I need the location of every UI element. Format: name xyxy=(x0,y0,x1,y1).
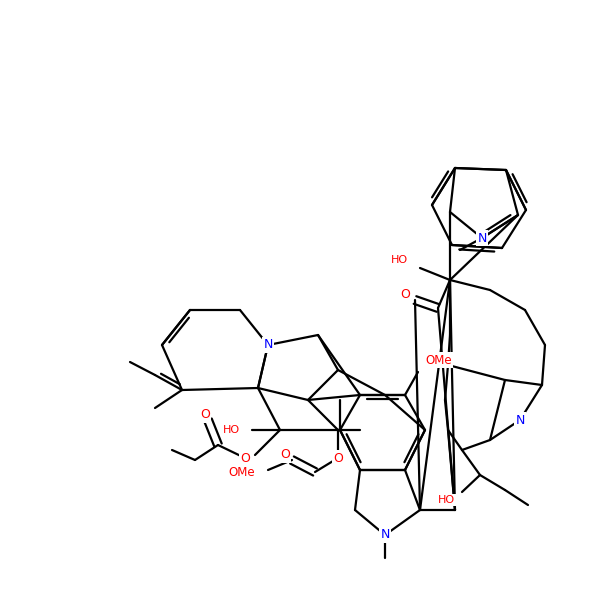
Text: O: O xyxy=(240,451,250,464)
Text: HO: HO xyxy=(391,255,408,265)
Text: O: O xyxy=(280,449,290,461)
Text: HO: HO xyxy=(438,495,455,505)
Text: N: N xyxy=(380,529,389,541)
Text: OMe: OMe xyxy=(229,466,255,479)
Text: N: N xyxy=(478,232,487,245)
Text: N: N xyxy=(515,413,524,427)
Text: O: O xyxy=(200,409,210,421)
Text: O: O xyxy=(400,289,410,301)
Text: N: N xyxy=(478,232,487,245)
Text: HO: HO xyxy=(223,425,240,435)
Text: N: N xyxy=(380,529,389,541)
Text: OMe: OMe xyxy=(425,353,452,367)
Text: N: N xyxy=(515,413,524,427)
Text: N: N xyxy=(263,338,272,352)
Text: N: N xyxy=(263,338,272,352)
Text: O: O xyxy=(333,451,343,464)
